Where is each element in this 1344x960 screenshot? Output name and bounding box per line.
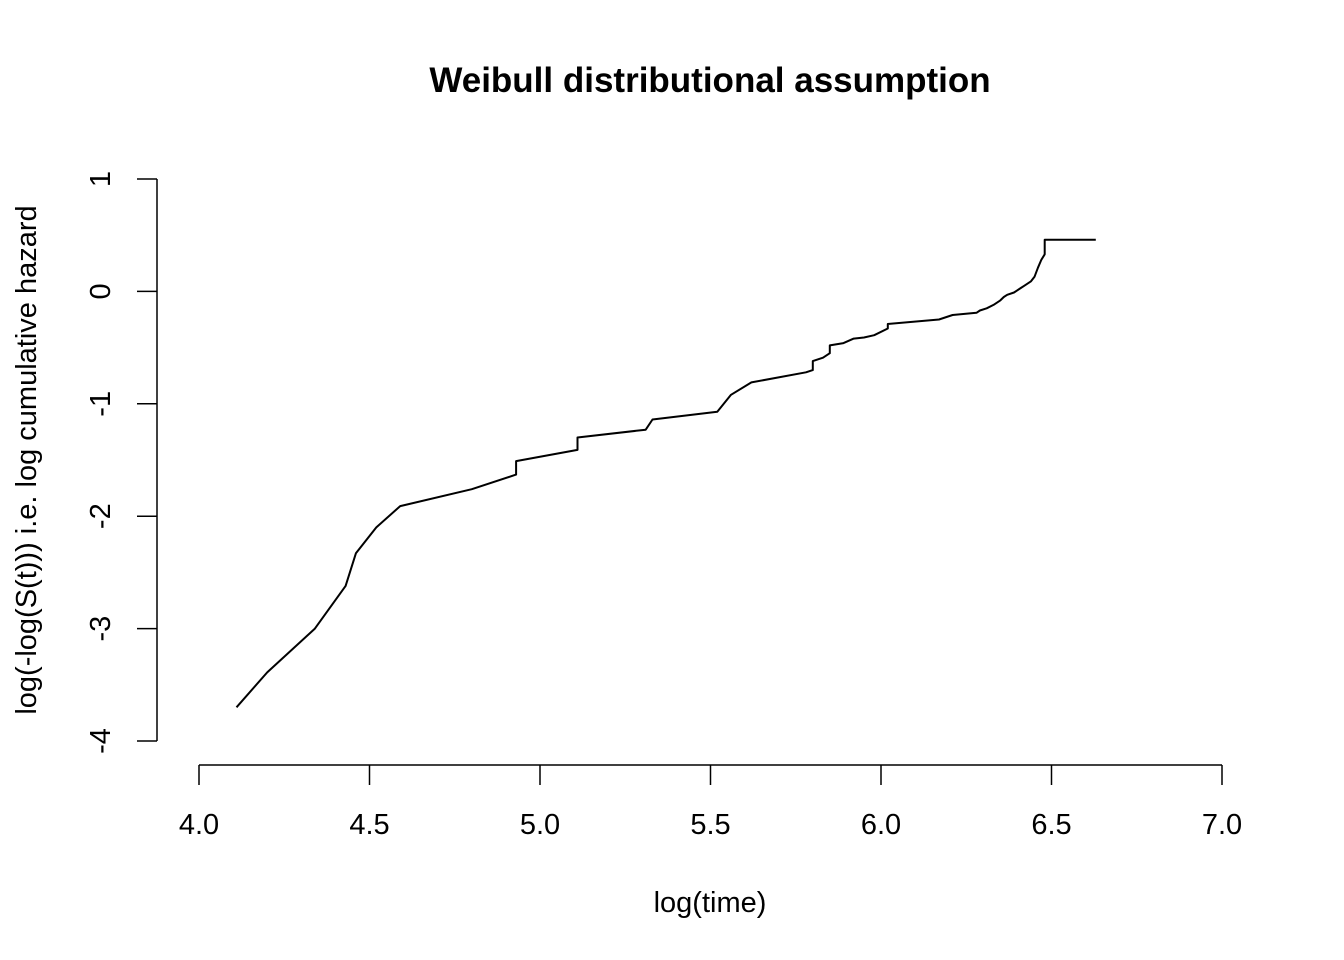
y-tick-label: -2	[85, 503, 117, 529]
x-tick-label: 5.0	[520, 809, 560, 841]
y-tick-label: 1	[85, 171, 117, 187]
x-tick-label: 4.5	[349, 809, 389, 841]
x-ticks: 4.0 4.5 5.0 5.5 6.0 6.5 7.0	[179, 765, 1242, 841]
y-ticks: -4 -3 -2 -1 0 1	[85, 171, 157, 754]
x-tick-label: 5.5	[690, 809, 730, 841]
chart-title: Weibull distributional assumption	[429, 61, 990, 100]
x-tick-label: 6.0	[861, 809, 901, 841]
series-layer	[235, 238, 1096, 708]
y-axis-label: log(-log(S(t))) i.e. log cumulative haza…	[11, 205, 43, 714]
y-tick-label: -3	[85, 616, 117, 642]
x-tick-label: 7.0	[1202, 809, 1242, 841]
y-tick-label: -4	[85, 728, 117, 754]
x-tick-label: 6.5	[1031, 809, 1071, 841]
series-line	[235, 238, 1096, 708]
y-tick-label: 0	[85, 283, 117, 299]
y-tick-label: -1	[85, 391, 117, 417]
x-tick-label: 4.0	[179, 809, 219, 841]
x-axis-label: log(time)	[654, 887, 767, 919]
